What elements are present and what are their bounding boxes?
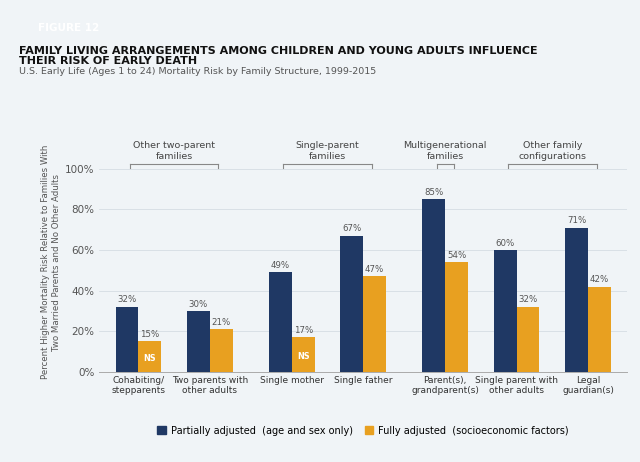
Text: 67%: 67%: [342, 225, 362, 233]
Bar: [187, 311, 210, 372]
Bar: [494, 250, 516, 372]
Bar: [340, 236, 364, 372]
Text: 49%: 49%: [271, 261, 290, 270]
Text: U.S. Early Life (Ages 1 to 24) Mortality Risk by Family Structure, 1999-2015: U.S. Early Life (Ages 1 to 24) Mortality…: [19, 67, 376, 76]
Text: 30%: 30%: [189, 299, 208, 309]
Text: 15%: 15%: [140, 330, 159, 339]
Text: 32%: 32%: [518, 296, 538, 304]
Text: 71%: 71%: [567, 216, 586, 225]
Bar: [588, 286, 611, 372]
Text: 32%: 32%: [117, 296, 137, 304]
Text: Single-parent
families: Single-parent families: [296, 141, 360, 161]
Text: Other family
configurations: Other family configurations: [518, 141, 586, 161]
Bar: [116, 307, 138, 372]
Text: Other two-parent
families: Other two-parent families: [133, 141, 215, 161]
Text: 54%: 54%: [447, 251, 467, 260]
Bar: [565, 228, 588, 372]
Text: FAMILY LIVING ARRANGEMENTS AMONG CHILDREN AND YOUNG ADULTS INFLUENCE: FAMILY LIVING ARRANGEMENTS AMONG CHILDRE…: [19, 46, 538, 56]
Bar: [292, 337, 315, 372]
Text: 42%: 42%: [589, 275, 609, 284]
Y-axis label: Percent Higher Mortality Risk Relative to Families With
Two Married Parents and : Percent Higher Mortality Risk Relative t…: [41, 145, 61, 379]
Text: NS: NS: [143, 354, 156, 363]
Bar: [138, 341, 161, 372]
Text: THEIR RISK OF EARLY DEATH: THEIR RISK OF EARLY DEATH: [19, 56, 197, 67]
Bar: [516, 307, 540, 372]
Text: Multigenerational
families: Multigenerational families: [404, 141, 487, 161]
Text: 17%: 17%: [294, 326, 313, 335]
Bar: [210, 329, 232, 372]
Text: 85%: 85%: [424, 188, 444, 197]
Bar: [445, 262, 468, 372]
Bar: [364, 276, 386, 372]
Text: 47%: 47%: [365, 265, 384, 274]
Bar: [269, 272, 292, 372]
Text: 21%: 21%: [212, 318, 231, 327]
Legend: Partially adjusted  (age and sex only), Fully adjusted  (socioeconomic factors): Partially adjusted (age and sex only), F…: [154, 422, 573, 439]
Text: 60%: 60%: [495, 238, 515, 248]
Bar: [422, 199, 445, 372]
Text: FIGURE 12: FIGURE 12: [38, 23, 99, 33]
Text: NS: NS: [297, 352, 310, 361]
